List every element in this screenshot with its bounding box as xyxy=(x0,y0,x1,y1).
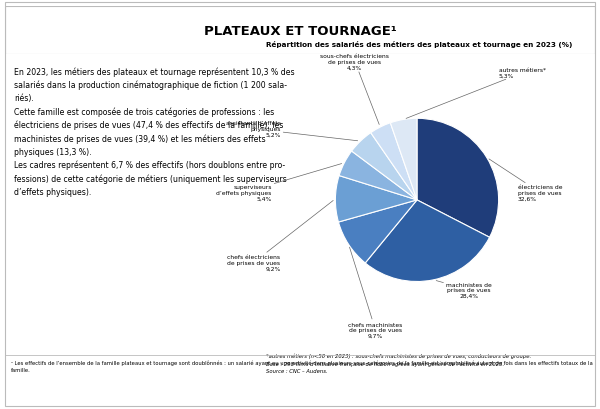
Text: PLATEAUX ET TOURNAGE¹: PLATEAUX ET TOURNAGE¹ xyxy=(203,25,397,38)
Text: En 2023, les métiers des plateaux et tournage représentent 10,3 % des
salariés d: En 2023, les métiers des plateaux et tou… xyxy=(14,67,295,196)
Text: chefs machinistes
de prises de vues
9,7%: chefs machinistes de prises de vues 9,7% xyxy=(349,247,403,338)
Wedge shape xyxy=(352,133,417,200)
Text: *autres métiers (n<50 en 2023) : sous-chefs machinistes de prises de vues, condu: *autres métiers (n<50 en 2023) : sous-ch… xyxy=(266,353,531,373)
Wedge shape xyxy=(391,119,417,200)
Wedge shape xyxy=(371,124,417,200)
Text: ¹ Les effectifs de l’ensemble de la famille plateaux et tournage sont doublônnés: ¹ Les effectifs de l’ensemble de la fami… xyxy=(11,360,592,372)
Wedge shape xyxy=(417,119,499,238)
Wedge shape xyxy=(335,176,417,222)
Wedge shape xyxy=(339,152,417,200)
Wedge shape xyxy=(365,200,490,282)
Text: machinistes de
prises de vues
28,4%: machinistes de prises de vues 28,4% xyxy=(436,281,492,299)
Text: autres métiers*
5,3%: autres métiers* 5,3% xyxy=(406,68,545,119)
Text: chefs électriciens
de prises de vues
9,2%: chefs électriciens de prises de vues 9,2… xyxy=(227,201,333,271)
Wedge shape xyxy=(338,200,417,263)
Text: assistants d’effets
physiques
5,2%: assistants d’effets physiques 5,2% xyxy=(226,121,358,142)
Text: sous-chefs électriciens
de prises de vues
4,3%: sous-chefs électriciens de prises de vue… xyxy=(320,54,389,125)
Text: Répartition des salariés des métiers des plateaux et tournage en 2023 (%): Répartition des salariés des métiers des… xyxy=(266,41,572,48)
Text: électriciens de
prises de vues
32,6%: électriciens de prises de vues 32,6% xyxy=(489,160,562,201)
Text: superviseurs
d’effets physiques
5,4%: superviseurs d’effets physiques 5,4% xyxy=(217,164,341,201)
